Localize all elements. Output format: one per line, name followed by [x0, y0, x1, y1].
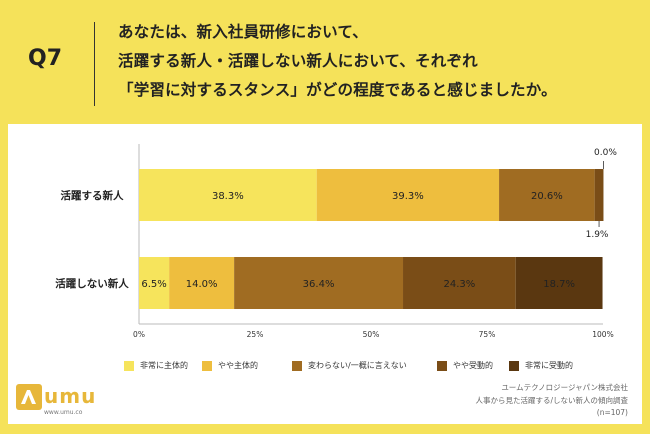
bar-segment [169, 257, 235, 309]
umu-logo-mark-icon [16, 384, 42, 410]
question-line-2: 活躍する新人・活躍しない新人において、それぞれ [118, 52, 478, 70]
data-label: 14.0% [186, 279, 218, 290]
umu-logo: umu www.umu.co [14, 382, 104, 422]
legend-item: やや主体的 [202, 360, 258, 371]
question-line-3: 「学習に対するスタンス」がどの程度であると感じましたか。 [118, 81, 557, 99]
legend-swatch [437, 360, 447, 371]
data-label: 24.3% [444, 279, 476, 290]
data-label: 36.4% [303, 279, 335, 290]
bar-segment [139, 257, 170, 309]
legend-label: やや受動的 [453, 361, 493, 370]
bar-segment [234, 257, 404, 309]
category-label: 活躍する新人 [61, 189, 124, 202]
data-label: 20.6% [531, 191, 563, 202]
question-line-1: あなたは、新入社員研修において、 [118, 23, 368, 41]
logo-text: umu [44, 384, 97, 408]
data-label-callout: 1.9% [586, 230, 609, 240]
category-label: 活躍しない新人 [55, 277, 129, 290]
legend-swatch [202, 360, 212, 371]
question-number: Q7 [28, 46, 63, 71]
bar-segment [139, 169, 317, 221]
legend-label: 非常に主体的 [140, 361, 188, 370]
data-label: 38.3% [212, 191, 244, 202]
x-tick-label: 100% [592, 330, 613, 339]
legend-item: やや受動的 [437, 360, 493, 371]
legend-label: 変わらない/一概に言えない [308, 361, 407, 370]
legend-swatch [292, 360, 302, 371]
legend-swatch [124, 360, 134, 371]
header-divider [94, 22, 95, 106]
legend: 非常に主体的 やや主体的 変わらない/一概に言えない やや受動的 非常に受動的 [8, 360, 642, 378]
chart-panel: 0% 25% 50% 75% 100% 活躍する新人 活躍しない新人 38.3% 39.3% 20… [8, 124, 642, 424]
data-label: 39.3% [392, 191, 424, 202]
bar-segment [515, 257, 603, 309]
data-label: 6.5% [141, 279, 166, 290]
legend-item: 変わらない/一概に言えない [292, 360, 407, 371]
bar-segment [594, 169, 604, 221]
legend-swatch [509, 360, 519, 371]
source-line-2: 人事から見た活躍する/しない新人の傾向調査 [475, 395, 628, 405]
data-label: 18.7% [543, 279, 575, 290]
legend-label: 非常に受動的 [525, 361, 573, 370]
x-tick-label: 75% [479, 330, 496, 339]
legend-label: やや主体的 [218, 361, 258, 370]
data-label-callout: 0.0% [594, 148, 617, 158]
x-tick-label: 0% [133, 330, 145, 339]
legend-item: 非常に主体的 [124, 360, 188, 371]
logo-url: www.umu.co [44, 409, 83, 416]
question-text: あなたは、新入社員研修において、 活躍する新人・活躍しない新人において、それぞれ… [118, 18, 638, 105]
bar-segment [499, 169, 595, 221]
bar-segment [403, 257, 516, 309]
source-line-3: (n=107) [596, 408, 628, 417]
legend-item: 非常に受動的 [509, 360, 573, 371]
source-note: ユームテクノロジージャパン株式会社 人事から見た活躍する/しない新人の傾向調査 … [475, 382, 628, 420]
x-tick-label: 50% [363, 330, 380, 339]
source-line-1: ユームテクノロジージャパン株式会社 [501, 383, 628, 392]
x-tick-label: 25% [247, 330, 264, 339]
bar-segment [316, 169, 500, 221]
